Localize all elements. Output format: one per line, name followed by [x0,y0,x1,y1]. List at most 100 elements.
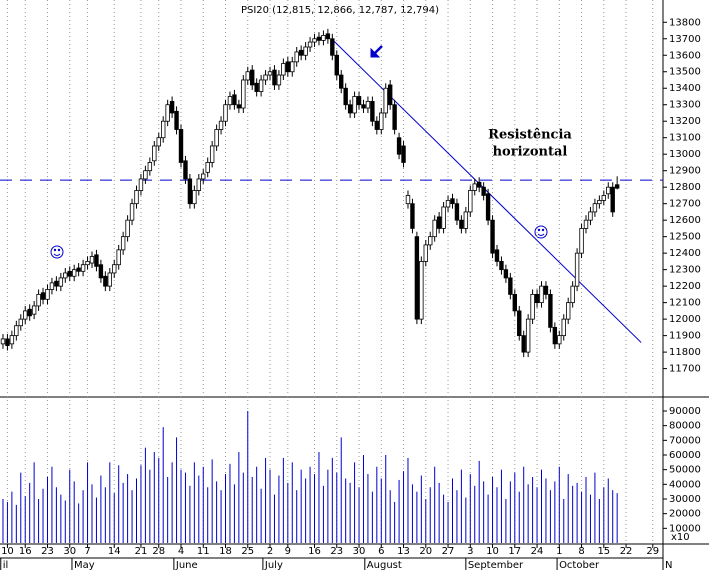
volume-bar [354,462,356,543]
volume-bar [113,493,115,543]
volume-y-tick-label: 70000 [669,435,701,446]
y-tick-label: 12400 [669,248,701,259]
candle-body [307,41,313,48]
volume-bar [527,484,529,543]
volume-bar [425,499,427,543]
candle-body [592,203,598,213]
volume-bar [158,457,160,543]
candle-body [49,282,55,290]
volume-y-tick-label: 10000 [669,523,701,534]
month-label: il [3,560,9,570]
volume-axis-note: x10 [671,532,690,543]
x-tick-label: 14 [108,546,121,557]
volume-bar [349,482,351,543]
volume-bar [180,469,182,543]
candle-body [290,61,295,73]
volume-bar [287,482,289,543]
candle-body [80,264,86,272]
candle-body [192,190,197,205]
x-tick-label: 20 [419,546,432,557]
volume-y-tick-label: 20000 [669,509,701,520]
y-tick-label: 13200 [669,116,701,127]
candle-body [169,101,175,114]
candle-body [583,219,589,229]
candle-body [209,145,215,163]
volume-bar [322,485,324,543]
volume-bar [300,469,302,543]
candle-body [298,49,304,56]
candle-body [445,199,451,208]
x-tick-label: 11 [197,546,210,557]
volume-bar [607,478,609,543]
volume-bar [233,484,235,543]
candle-body [272,69,277,86]
candle-body [463,211,469,229]
volume-bar [340,437,342,543]
y-tick-label: 13700 [669,34,701,45]
candle-body [227,96,233,106]
candle-body [281,63,286,76]
volume-bar [554,481,556,543]
candle-body [330,38,335,56]
month-label: September [468,560,524,570]
volume-bar [291,462,293,543]
volume-bar [478,460,480,543]
month-label: July [264,560,283,570]
volume-bar [496,487,498,543]
candle-body [508,277,513,295]
volume-bar [451,478,453,543]
candle-body [414,236,420,320]
candle-body [494,249,500,262]
y-tick-label: 12300 [669,265,701,276]
volume-bar [118,465,120,543]
volume-bar [167,477,169,543]
candle-body [201,173,206,180]
x-tick-label: 10 [486,546,499,557]
volume-bar [447,501,449,543]
volume-bar [318,452,320,543]
x-tick-label: 21 [135,546,148,557]
volume-bar [33,462,35,543]
candle-body [120,236,126,251]
volume-bar [429,487,431,543]
volume-bar [465,497,467,543]
volume-bar [91,484,93,543]
candle-body [561,318,566,337]
volume-bar [438,482,440,543]
candle-body [432,219,437,238]
annotation-text: horizontal [493,145,568,160]
volume-bar [131,490,133,543]
candle-body [285,61,291,73]
candle-body [539,285,544,304]
volume-y-tick-label: 30000 [669,494,701,505]
x-tick-label: 29 [646,546,659,557]
volume-bar [189,485,191,543]
candle-body [294,51,299,63]
volume-bar [505,499,507,543]
candle-body [606,186,611,195]
candle-body [525,318,531,353]
candle-body [352,96,357,114]
candle-body [552,326,558,345]
candle-body [401,145,406,163]
candle-body [14,325,19,337]
candle-body [134,190,139,205]
candle-body [387,84,393,106]
volume-y-tick-label: 50000 [669,465,701,476]
candle-body [454,203,460,221]
volume-bar [567,474,569,543]
candle-body [125,219,130,238]
candle-body [241,79,246,109]
candle-body [530,293,535,320]
y-tick-label: 13800 [669,17,701,28]
candle-body [76,267,81,272]
y-tick-label: 13300 [669,100,701,111]
volume-bar [78,503,80,543]
volume-bar [242,472,244,543]
volume-bar [256,466,258,543]
candle-body [0,338,6,345]
volume-bar [46,477,48,543]
candle-body [356,96,362,106]
candle-body [23,310,28,320]
volume-bar [456,490,458,543]
